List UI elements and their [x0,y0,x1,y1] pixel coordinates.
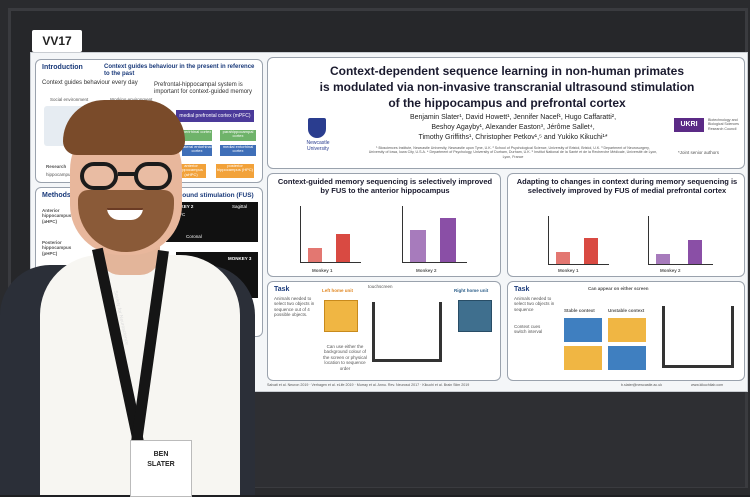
intro-heading: Introduction [42,64,83,71]
lateral-ec-box: lateral entorhinal cortex [182,144,212,156]
footer-contact: b.slater@newcastle.ac.uk [621,383,663,387]
glasses-left-lens [80,162,118,190]
badge-last-name: SLATER [147,461,175,468]
monkey3-mri-label: MONKEY 3 [228,256,252,261]
poster-board-label: VV17 [32,30,82,52]
footer-lab-site: www.kikuchilab.com [691,383,724,387]
working-env-label: Working environment [110,97,152,102]
coronal-label: Coronal [186,234,202,239]
hpc-results-panel: Context-guided memory sequencing is sele… [267,173,501,277]
left-home-unit-label: Left home unit [322,288,353,293]
methods-heading: Methods [42,192,71,199]
pfc-monkey2-label: Monkey 2 [660,268,681,273]
authors-line-3: Timothy Griffiths¹, Christopher Petkov¹,… [418,134,608,141]
task-left-text: Animals needed to select two objects in … [274,296,315,318]
hpc-m2-fus-bar [440,218,456,262]
pfc-chart-monkey2-axis [648,216,713,265]
posterior-hpc-box: posterior hippocampus (HPC) [216,163,254,178]
task-right-heading: Task [514,286,530,293]
affiliations: ¹ Biosciences Institute, Newcastle Unive… [368,146,658,159]
newcastle-logo-text: Newcastle University [306,140,330,152]
mpfc-box: medial prefrontal cortex (mPFC) [176,110,254,122]
appear-either-screen-label: Can appear on either screen [588,286,649,291]
poster-title-line-1: Context-dependent sequence learning in n… [329,64,685,78]
task-left-panel: Task Animals needed to select two object… [267,281,501,381]
glasses-bridge [118,172,136,176]
stable-yellow-tile [564,346,602,370]
unstable-yellow-tile [608,318,646,342]
unstable-context-label: Unstable context [608,308,645,313]
right-home-screen [458,300,492,332]
medial-ec-box: medial entorhinal cortex [220,144,256,156]
sagittal-label: Sagittal [232,204,248,209]
left-home-screen [324,300,358,332]
pfc-results-panel: Adapting to changes in context during me… [507,173,745,277]
badge-first-name: BEN [153,451,169,458]
task-left-heading: Task [274,286,290,293]
authors-line-1: Benjamin Slater¹, David Howett¹, Jennife… [409,114,617,121]
pfc-m2-nofus-bar [656,254,670,264]
unstable-blue-tile [608,346,646,370]
fus-heading: Focused ultrasound stimulation (FUS) [136,192,254,199]
pfc-m2-fus-bar [688,240,702,264]
maze-path-right [662,306,734,368]
intro-text-1: Context guides behaviour every day [42,80,138,86]
poster-title-line-3: of the hippocampus and prefrontal cortex [388,96,626,110]
intro-text-2: Prefrontal-hippocampal system is importa… [154,82,253,95]
intro-subheading: Context guides behaviour in the present … [104,64,255,77]
task-right-text: Animals needed to select two objects in … [514,296,555,312]
pfc-m1-nofus-bar [556,252,570,264]
joint-senior-note: *Joint senior authors [678,150,720,155]
hpc-chart-monkey1-axis [300,206,361,263]
pfc-chart-monkey1-axis [548,216,609,265]
posterior-hpc-label: Posterior hippocampus (pHPC) [42,240,72,256]
social-env-label: Social environment [50,97,89,102]
bbsrc-text: Biotechnology and Biological Sciences Re… [708,118,739,131]
touchscreen-label: touchscreen [368,284,393,289]
glasses-right-lens [134,162,172,190]
name-badge: BEN SLATER [130,440,192,497]
board-lower-panel [240,392,745,487]
poster-title-line-2: is modulated via non-invasive transcrani… [319,80,695,94]
hpc-m1-fus-bar [336,234,350,262]
ukri-logo: UKRI [674,118,704,132]
title-panel: Context-dependent sequence learning in n… [267,57,745,169]
hippocampus-label: hippocampus [46,172,73,177]
stable-context-label: Stable context [564,308,595,313]
perirhinal-box: perirhinal cortex [182,129,212,141]
research-label: Research [46,164,67,169]
task-right-panel: Task Animals needed to select two object… [507,281,745,381]
context-switch-label: Context cues switch interval [514,324,543,335]
anterior-hpc-box: anterior hippocampus (aHPC) [176,163,206,178]
right-home-unit-label: Right home unit [454,288,489,293]
pfc-m1-fus-bar [584,238,598,264]
hpc-m2-nofus-bar [410,230,426,262]
pfc-results-title: Adapting to changes in context during me… [516,177,738,195]
hpc-monkey2-label: Monkey 2 [416,268,437,273]
parahippocampal-box: parahippocampal cortex [220,129,256,141]
anterior-hpc-label: Anterior hippocampus (aHPC) [42,208,72,224]
smile [107,208,143,220]
footer-references: Salvati et al. Neuron 2019 · Verhagen et… [267,383,470,387]
newcastle-shield-icon [308,118,326,138]
hpc-chart-monkey2-axis [402,206,467,263]
hpc-monkey1-label: Monkey 1 [312,268,333,273]
authors-line-2: Beshoy Agayby¹, Alexander Easton³, Jérôm… [431,124,595,131]
hair [63,100,185,155]
hpc-m1-nofus-bar [308,248,322,262]
task-left-note: Can use either the background colour of … [323,344,367,371]
stable-blue-tile [564,318,602,342]
hpc-results-title: Context-guided memory sequencing is sele… [277,177,493,195]
pfc-monkey1-label: Monkey 1 [558,268,579,273]
maze-path [372,302,442,362]
